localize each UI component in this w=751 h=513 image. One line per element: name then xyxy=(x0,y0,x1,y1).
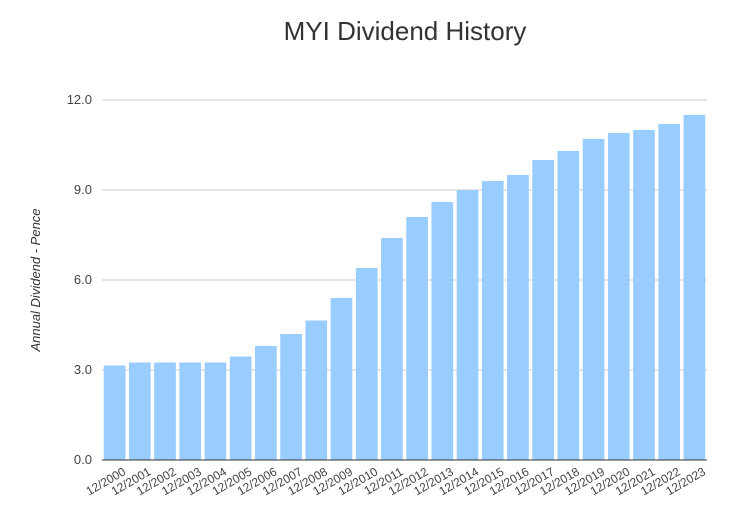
bar xyxy=(431,202,454,460)
bars xyxy=(103,115,706,460)
y-tick-label: 9.0 xyxy=(74,182,92,197)
bar xyxy=(255,346,277,460)
bar xyxy=(128,362,151,460)
bar xyxy=(532,160,554,460)
bar xyxy=(154,362,176,460)
bar xyxy=(481,181,504,460)
bar xyxy=(658,124,681,460)
y-tick-label: 0.0 xyxy=(74,452,92,467)
bar xyxy=(406,217,428,460)
y-axis-ticks: 0.0 3.0 6.0 9.0 12.0 xyxy=(67,92,92,467)
bar xyxy=(355,268,378,460)
chart-title: MYI Dividend History xyxy=(284,16,527,46)
bar xyxy=(582,139,605,460)
bar xyxy=(557,151,580,460)
y-tick-label: 12.0 xyxy=(67,92,92,107)
y-axis-label: Annual Dividend - Pence xyxy=(28,208,43,352)
bar xyxy=(456,190,479,460)
bar xyxy=(633,130,655,460)
gridlines xyxy=(102,99,707,371)
bar xyxy=(607,133,630,460)
y-tick-label: 6.0 xyxy=(74,272,92,287)
y-tick-label: 3.0 xyxy=(74,362,92,377)
bar xyxy=(683,115,706,460)
bar xyxy=(305,320,328,460)
bar xyxy=(381,238,403,460)
bar xyxy=(103,365,126,460)
bar xyxy=(204,362,227,460)
bar xyxy=(179,362,202,460)
bar xyxy=(330,298,353,460)
bar xyxy=(280,334,302,460)
bar xyxy=(229,356,252,460)
x-axis-ticks: 12/200012/200112/200212/200312/200412/20… xyxy=(84,464,709,498)
bar xyxy=(507,175,529,460)
